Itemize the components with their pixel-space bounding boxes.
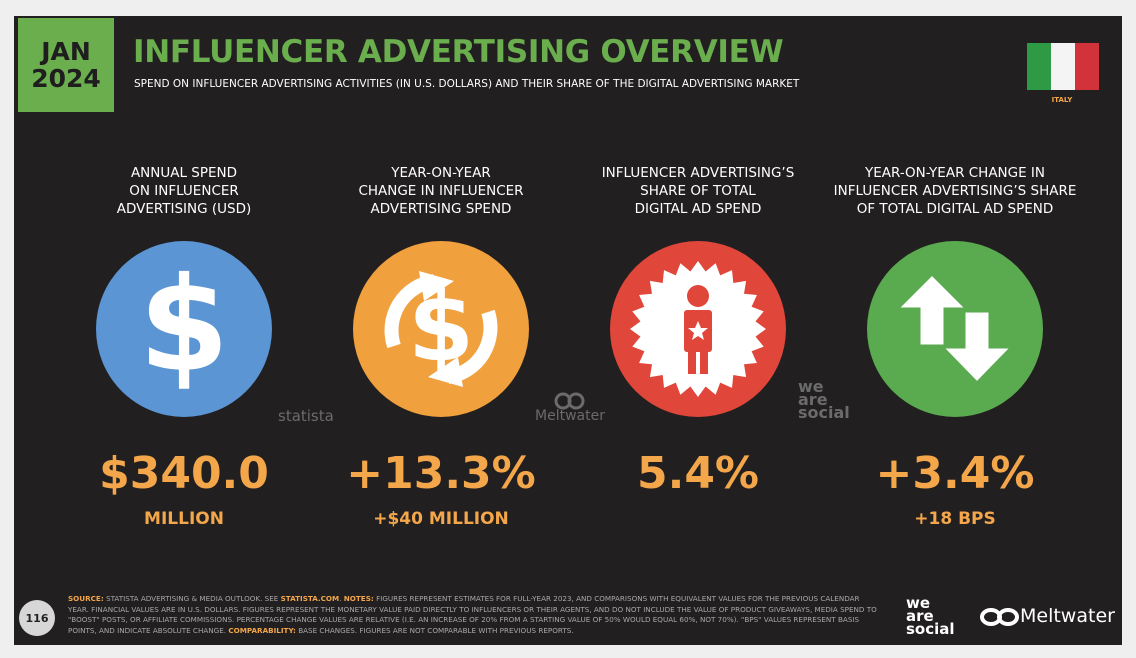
label-line: INFLUENCER ADVERTISING’S [601,165,795,181]
icon-dollar: $ [96,241,272,417]
label-line: INFLUENCER ADVERTISING’S SHARE [833,183,1077,199]
watermark-line: social [798,403,850,422]
footer-notes: SOURCE: STATISTA ADVERTISING & MEDIA OUT… [68,594,880,636]
metric-sub: +18 BPS [914,509,996,529]
metric-value: +3.4% [875,448,1035,499]
metric-value: 5.4% [636,448,760,499]
label-line: OF TOTAL DIGITAL AD SPEND [856,201,1054,217]
page-number: 116 [19,600,55,636]
slide: $ $ JAN [14,16,1122,645]
metric-label: YEAR-ON-YEAR CHANGE IN INFLUENCER ADVERTIS… [316,164,566,218]
source-text: STATISTA ADVERTISING & MEDIA OUTLOOK. SE… [103,594,281,603]
icon-arrows [867,241,1043,417]
source-link[interactable]: STATISTA.COM [280,594,340,603]
icon-change: $ [353,241,529,417]
label-line: ADVERTISING (USD) [116,201,252,217]
badge-year: 2024 [31,64,101,93]
label-line: SHARE OF TOTAL [640,183,756,199]
label-line: DIGITAL AD SPEND [634,201,762,217]
logo-line: are [906,607,934,625]
source-label: SOURCE: [68,594,104,603]
svg-text:$: $ [139,249,229,401]
watermark-statista: statista [278,407,334,425]
metric-sub: MILLION [144,509,224,529]
meltwater-mark [554,392,585,410]
label-line: ANNUAL SPEND [130,165,238,181]
graphics: $ $ [96,43,1099,626]
label-line: ADVERTISING SPEND [370,201,512,217]
country-label: ITALY [1051,96,1073,104]
title: INFLUENCER ADVERTISING OVERVIEW [133,34,784,70]
label-line: ON INFLUENCER [129,183,239,199]
notes-text: FIGURES REPRESENT ESTIMATES FOR FULL-YEA… [68,594,877,635]
logo-line: social [906,620,955,638]
icon-share [610,241,786,417]
notes-label: NOTES: [343,594,374,603]
label-line: CHANGE IN INFLUENCER [358,183,524,199]
source-text: . [339,594,344,603]
watermark-line: we [798,377,824,396]
date-badge: JAN 2024 [18,18,114,112]
watermark-meltwater: Meltwater [535,408,605,424]
metric-value: $340.0 [99,448,269,499]
subtitle: SPEND ON INFLUENCER ADVERTISING ACTIVITI… [134,78,800,90]
metric-value: +13.3% [346,448,536,499]
label-line: YEAR-ON-YEAR CHANGE IN [864,165,1046,181]
label-line: YEAR-ON-YEAR [391,165,491,181]
footer-meltwater-mark [980,608,1019,626]
flag [1027,43,1099,90]
metric-label: YEAR-ON-YEAR CHANGE IN INFLUENCER ADVERTI… [830,164,1080,218]
metric-label: ANNUAL SPEND ON INFLUENCER ADVERTISING (US… [59,164,309,218]
logo-line: we [906,594,931,612]
metric-sub: +$40 MILLION [373,509,509,529]
comparability-label: COMPARABILITY: [228,625,296,635]
metric-label: INFLUENCER ADVERTISING’S SHARE OF TOTAL DI… [573,164,823,218]
badge-month: JAN [41,37,91,66]
logo-meltwater: Meltwater [1020,605,1115,627]
watermark-line: are [798,390,828,409]
watermark-wearesocial: we are social [798,377,850,422]
logo-wearesocial: we are social [906,594,955,638]
comparability-text: BASE CHANGES. FIGURES ARE NOT COMPARABLE… [295,625,574,635]
